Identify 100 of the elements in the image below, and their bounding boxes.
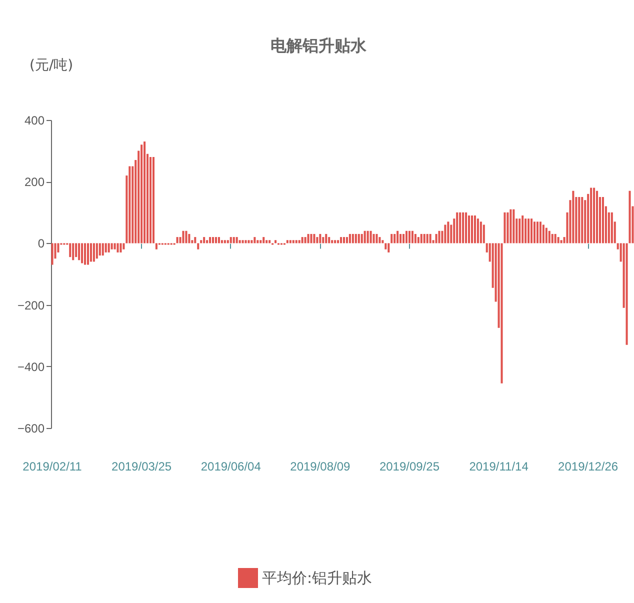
bar [206, 240, 208, 244]
bar [456, 212, 458, 244]
bar [176, 237, 178, 244]
bar [295, 240, 298, 244]
bar [426, 234, 428, 244]
bar [289, 240, 292, 244]
bar [420, 234, 422, 244]
bar [203, 237, 206, 244]
bar [578, 197, 580, 244]
bar [388, 243, 390, 252]
x-tick-label: 2019/03/25 [112, 460, 172, 474]
bar [268, 240, 271, 244]
bar [504, 212, 506, 244]
bar [394, 234, 396, 244]
bar [298, 240, 300, 244]
x-tick-label: 2019/02/11 [22, 460, 82, 474]
bar [230, 237, 232, 244]
bar [92, 243, 95, 262]
bar [348, 234, 351, 244]
bar [405, 230, 408, 244]
bar [506, 212, 509, 244]
bar [465, 212, 468, 244]
bar [510, 209, 512, 244]
bar [376, 234, 378, 244]
bar [346, 237, 348, 244]
bar [301, 237, 304, 244]
bar [462, 212, 464, 244]
y-axis-title: (元/吨) [30, 58, 74, 74]
bar [328, 237, 330, 244]
bar [476, 218, 479, 244]
bar [366, 230, 369, 244]
bar [400, 234, 402, 244]
bar [334, 240, 336, 244]
bar [144, 142, 146, 244]
x-tick-label: 2019/08/09 [290, 460, 351, 474]
bar [626, 243, 628, 345]
bar [470, 215, 473, 244]
y-tick-label: −600 [17, 422, 45, 436]
bar [581, 197, 584, 244]
bar [408, 230, 410, 244]
bar [370, 230, 372, 244]
bar [242, 240, 244, 244]
bar [316, 237, 318, 244]
y-tick-label: −400 [17, 360, 45, 374]
bar [110, 243, 113, 250]
bar [78, 243, 80, 260]
bar [480, 222, 482, 244]
bar [260, 240, 262, 244]
bar [108, 243, 110, 252]
bar [536, 222, 538, 244]
bar [325, 234, 328, 244]
bar [429, 234, 432, 244]
bar [75, 243, 78, 258]
bar [518, 218, 521, 244]
bar [313, 234, 316, 244]
bar [533, 222, 536, 244]
bar [122, 243, 125, 250]
bar [266, 240, 268, 244]
bar [236, 237, 238, 244]
bar [572, 190, 574, 244]
bar [331, 240, 334, 244]
bar [354, 234, 357, 244]
bar [459, 212, 462, 244]
bar [545, 228, 548, 244]
bar [116, 243, 119, 252]
bar [128, 166, 131, 244]
bar [500, 243, 503, 384]
bar [244, 240, 247, 244]
bar [528, 218, 530, 244]
bar [414, 234, 416, 244]
bar [152, 156, 154, 244]
y-tick-label: −200 [17, 298, 45, 312]
bar [286, 240, 288, 244]
bar [322, 237, 324, 244]
bar [557, 237, 560, 244]
bar [197, 243, 200, 250]
bar [530, 218, 533, 244]
bar [358, 234, 360, 244]
bar [590, 188, 592, 244]
bar [319, 234, 322, 244]
bar [610, 212, 613, 244]
bar [149, 156, 152, 244]
x-tick-label: 2019/11/14 [469, 460, 529, 474]
bar [81, 243, 84, 264]
bar [214, 237, 217, 244]
bar [548, 230, 550, 244]
bar [402, 234, 405, 244]
bar [232, 237, 235, 244]
bar [98, 243, 101, 256]
bar [194, 237, 196, 244]
bar [86, 243, 89, 265]
bar [182, 230, 184, 244]
bar [342, 237, 345, 244]
bar [224, 240, 226, 244]
bar [372, 234, 375, 244]
bar [390, 234, 393, 244]
bar [292, 240, 294, 244]
bar [542, 224, 544, 244]
chart-title: 电解铝升贴水 [270, 36, 368, 55]
bar [417, 237, 420, 244]
